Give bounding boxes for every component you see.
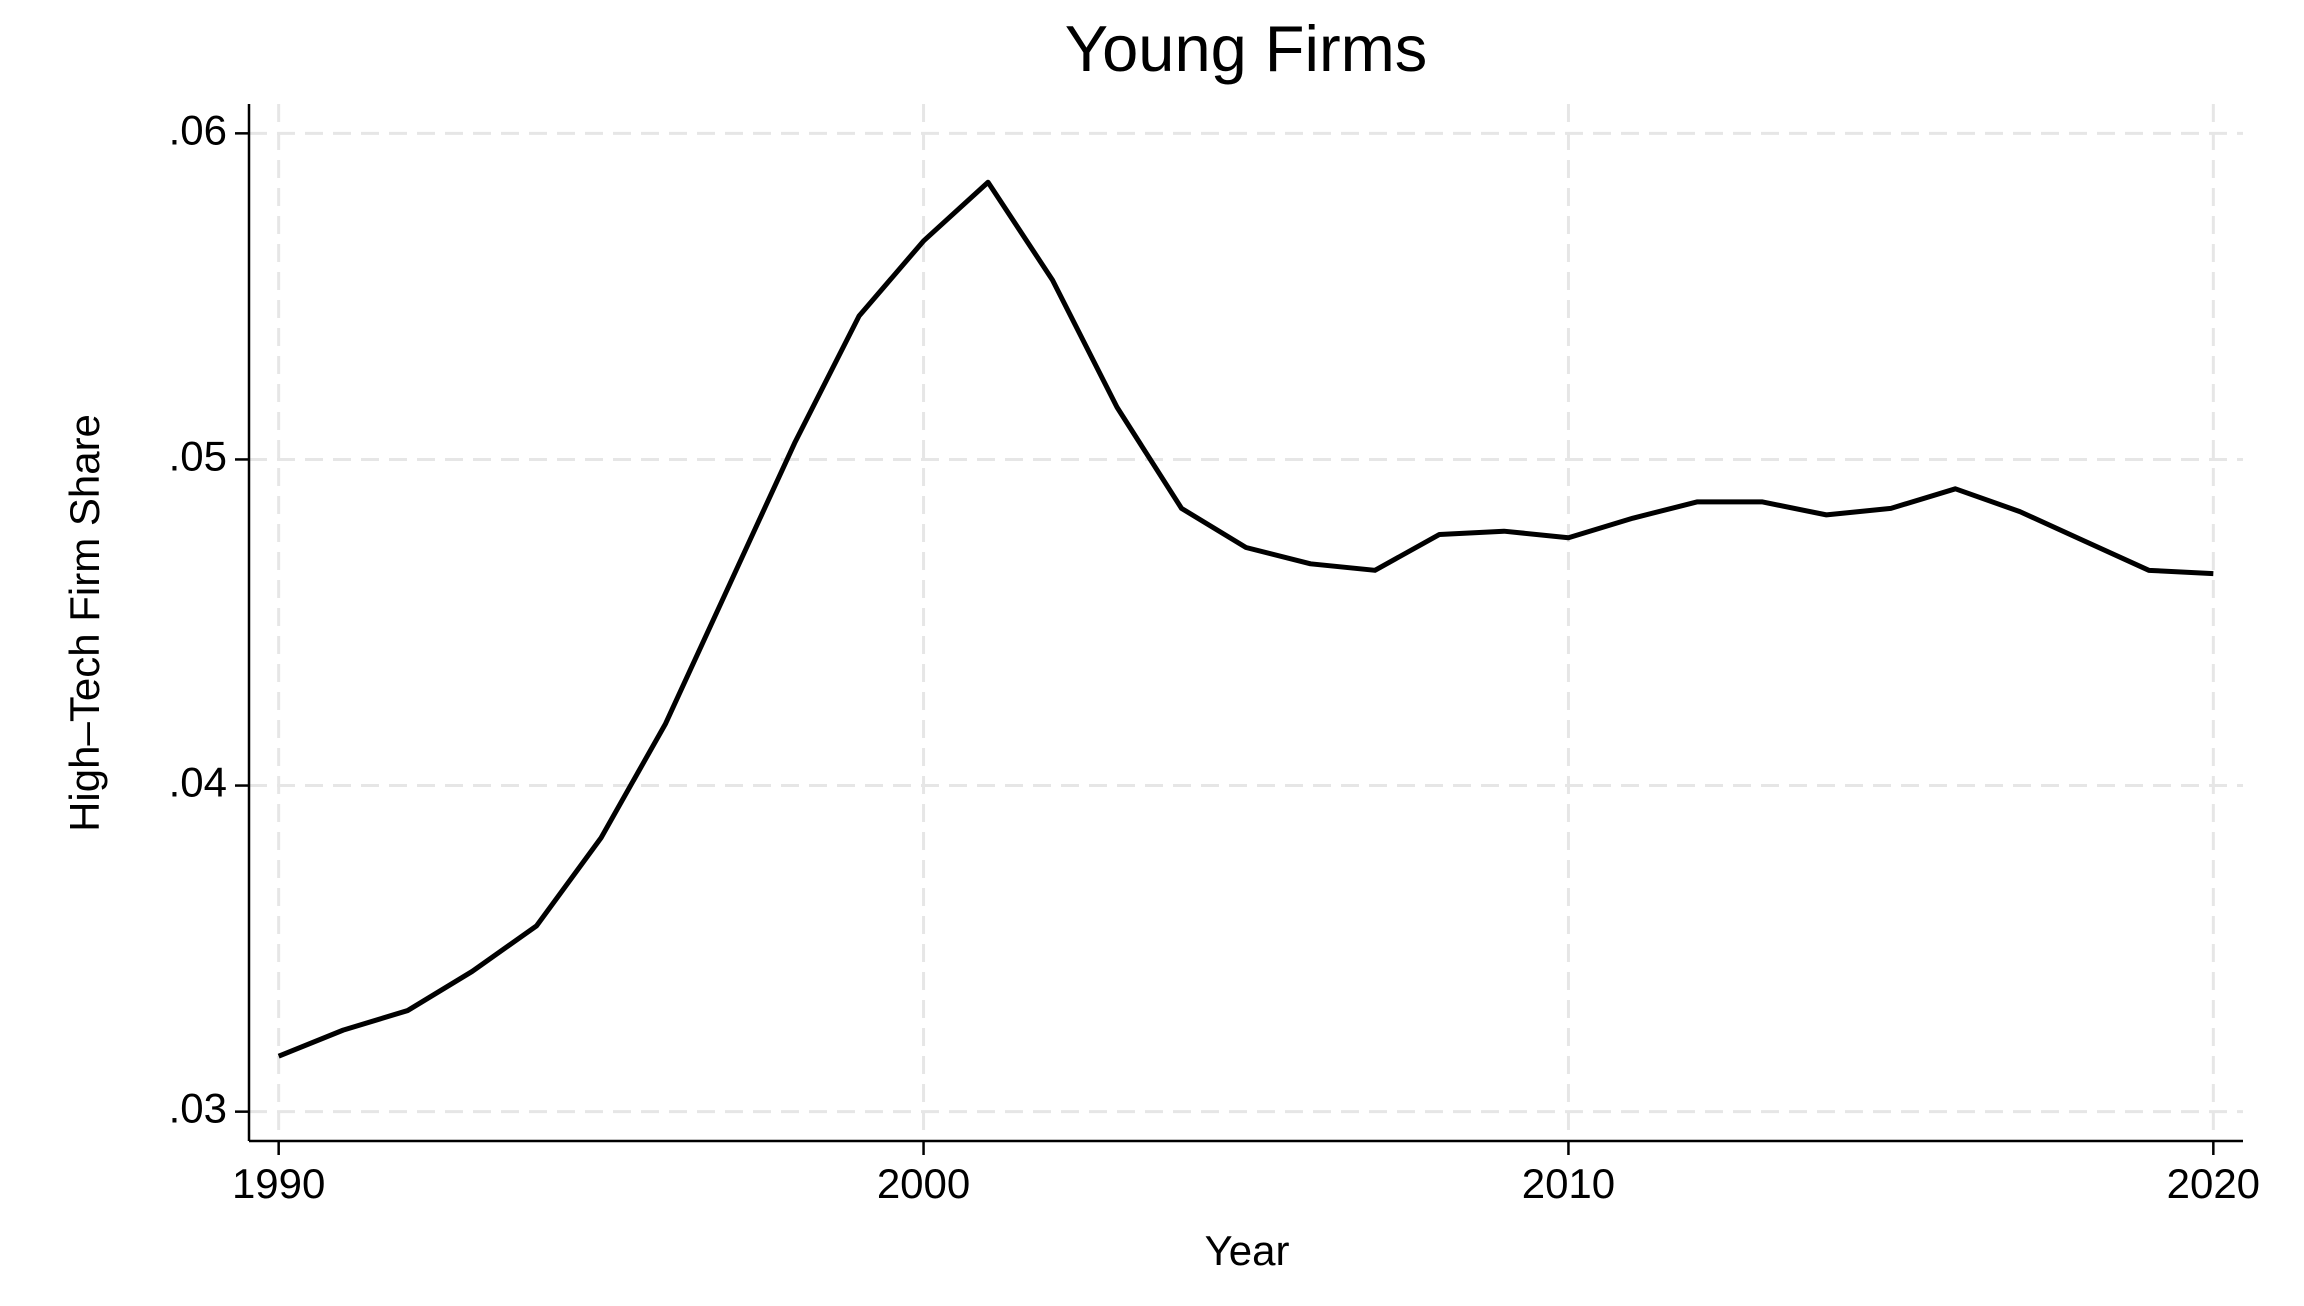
x-tick-label: 2000 xyxy=(877,1160,970,1207)
x-tick-label: 2020 xyxy=(2167,1160,2260,1207)
y-tick-label: .04 xyxy=(169,759,227,806)
y-axis-label: High–Tech Firm Share xyxy=(61,414,108,832)
x-tick-label: 1990 xyxy=(232,1160,325,1207)
y-tick-label: .05 xyxy=(169,433,227,480)
line xyxy=(277,179,2214,1059)
x-axis-label: Year xyxy=(1205,1227,1290,1274)
y-tick-label: .03 xyxy=(169,1085,227,1132)
x-tick-label: 2010 xyxy=(1522,1160,1615,1207)
chart-title: Young Firms xyxy=(1065,12,1427,85)
y-tick-label: .06 xyxy=(169,106,227,153)
